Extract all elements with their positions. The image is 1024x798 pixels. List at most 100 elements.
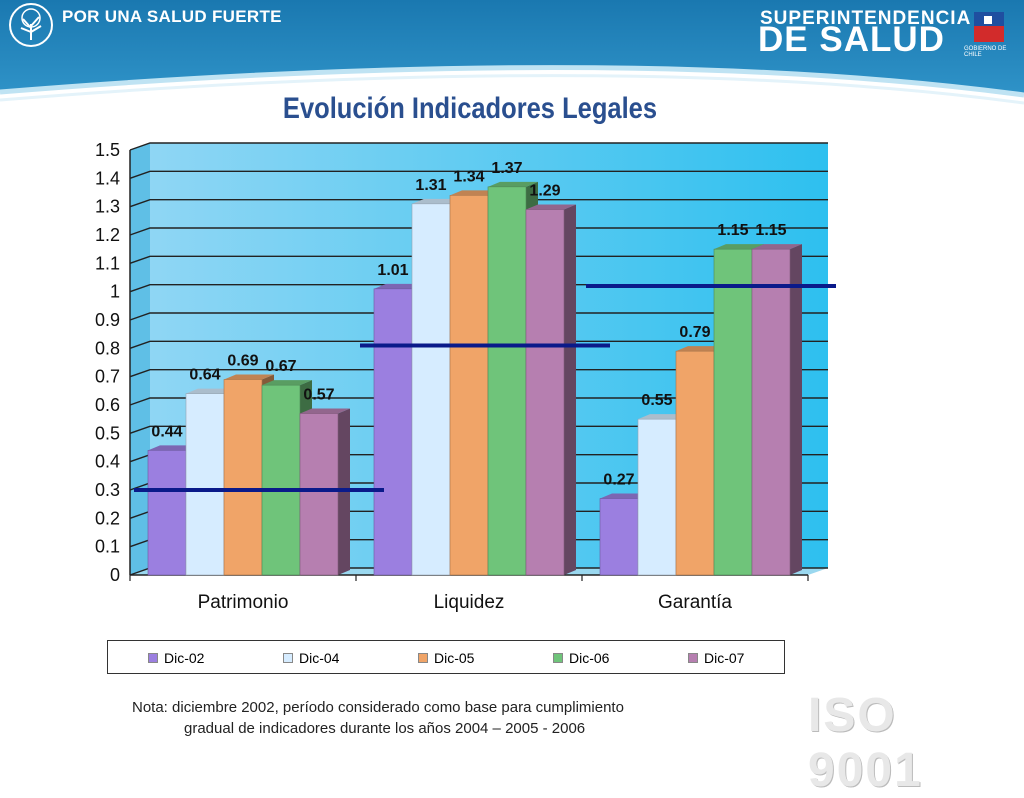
- x-tick-label: Liquidez: [434, 592, 505, 613]
- y-tick-label: 0.2: [95, 508, 120, 528]
- legend-swatch: [553, 653, 563, 663]
- gridline: [129, 142, 828, 151]
- bar: [675, 350, 715, 576]
- legend-item: Dic-06: [553, 650, 609, 666]
- data-label: 1.34: [453, 168, 484, 185]
- bar: [411, 203, 451, 576]
- footnote: Nota: diciembre 2002, período considerad…: [132, 697, 624, 739]
- y-tick-label: 1.1: [95, 253, 120, 273]
- bar: [147, 450, 187, 576]
- legend-swatch: [148, 653, 158, 663]
- data-label: 1.31: [415, 177, 446, 194]
- legend-swatch: [688, 653, 698, 663]
- bar: [299, 413, 339, 576]
- legend-label: Dic-04: [299, 650, 340, 666]
- bar-top: [752, 244, 802, 250]
- gridline: [129, 340, 828, 349]
- legend-label: Dic-02: [164, 650, 205, 666]
- government-shield-icon: [974, 12, 1004, 42]
- chart-title: Evolución Indicadores Legales: [282, 92, 658, 125]
- bar-top: [412, 198, 462, 204]
- data-label: 0.64: [189, 367, 220, 384]
- bar-top: [450, 190, 500, 196]
- y-tick-label: 0.4: [95, 452, 120, 472]
- bar-top: [714, 244, 764, 250]
- y-tick-label: 0: [110, 565, 120, 585]
- y-tick-label: 0.1: [95, 537, 120, 557]
- chart-legend: Dic-02 Dic-04 Dic-05 Dic-06 Dic-07: [107, 640, 785, 674]
- bar-top: [262, 380, 312, 386]
- y-tick-label: 1.4: [95, 168, 120, 188]
- y-tick-label: 0.3: [95, 480, 120, 500]
- bar-top: [600, 493, 650, 499]
- footnote-line2: gradual de indicadores durante los años …: [184, 720, 586, 737]
- bar-top: [488, 181, 538, 187]
- plot-side-wall: [130, 143, 150, 575]
- gridline: [129, 312, 828, 321]
- gridline: [129, 425, 828, 434]
- bar: [713, 248, 753, 576]
- data-label: 1.15: [717, 222, 748, 239]
- bar: [599, 498, 639, 576]
- data-label: 0.57: [303, 387, 334, 404]
- y-tick-label: 0.6: [95, 395, 120, 415]
- data-label: 0.55: [641, 392, 672, 409]
- footnote-line1: Nota: diciembre 2002, período considerad…: [132, 699, 624, 716]
- legend-item: Dic-02: [148, 650, 204, 666]
- org-name-line2: DE SALUD: [758, 20, 945, 59]
- legend-swatch: [283, 653, 293, 663]
- bar: [525, 209, 565, 576]
- header-band: [0, 0, 1024, 105]
- data-label: 0.44: [151, 423, 182, 440]
- bar-top: [186, 388, 236, 394]
- bar-chart: 0 0.1 0.2 0.3 0.4 0.5 0.6 0.7 0.8 0.9 1 1.1 1.2 1.3 1.…: [95, 140, 836, 613]
- legend-label: Dic-07: [704, 650, 745, 666]
- bar: [637, 418, 677, 576]
- bar-top: [374, 283, 424, 289]
- data-label: 1.29: [529, 183, 560, 200]
- data-label: 0.69: [227, 353, 258, 370]
- legend-item: Dic-07: [688, 650, 744, 666]
- bar: [261, 384, 301, 576]
- gridline: [129, 368, 828, 378]
- y-tick-label: 1.2: [95, 225, 120, 245]
- bar-top: [148, 445, 198, 451]
- data-label: 1.01: [377, 262, 408, 279]
- bar-top: [300, 408, 350, 414]
- bar-top: [676, 346, 726, 352]
- iso-watermark: ISO 9001: [808, 689, 923, 797]
- slogan: POR UNA SALUD FUERTE: [62, 7, 282, 26]
- government-label: GOBIERNO DE CHILE: [964, 46, 1007, 58]
- gridline: [129, 227, 828, 236]
- bar: [487, 186, 527, 576]
- data-label: 0.67: [265, 358, 296, 375]
- legend-label: Dic-05: [434, 650, 475, 666]
- data-label: 0.79: [679, 324, 710, 341]
- y-tick-label: 1: [110, 282, 120, 302]
- bar: [751, 248, 791, 576]
- data-label: 1.37: [491, 160, 522, 177]
- bar-side: [790, 244, 802, 575]
- bar-side: [564, 204, 576, 575]
- bar: [223, 379, 263, 576]
- gridline: [129, 198, 828, 208]
- bar: [449, 195, 489, 576]
- y-tick-label: 1.5: [95, 140, 120, 160]
- data-label: 1.15: [755, 222, 786, 239]
- legend-label: Dic-06: [569, 650, 610, 666]
- org-name-line1: SUPERINTENDENCIA: [760, 8, 972, 29]
- bar-top: [638, 414, 688, 420]
- legend-item: Dic-04: [283, 650, 339, 666]
- y-tick-label: 0.9: [95, 310, 120, 330]
- legend-swatch: [418, 653, 428, 663]
- bar-top: [224, 374, 274, 380]
- y-tick-label: 0.8: [95, 338, 120, 358]
- gridline: [129, 170, 828, 179]
- gridline: [129, 255, 828, 264]
- bar: [373, 288, 413, 576]
- legend-item: Dic-05: [418, 650, 474, 666]
- bar: [185, 393, 225, 576]
- x-tick-label: Garantía: [658, 592, 732, 613]
- y-tick-label: 0.7: [95, 367, 120, 387]
- data-label: 0.27: [603, 472, 634, 489]
